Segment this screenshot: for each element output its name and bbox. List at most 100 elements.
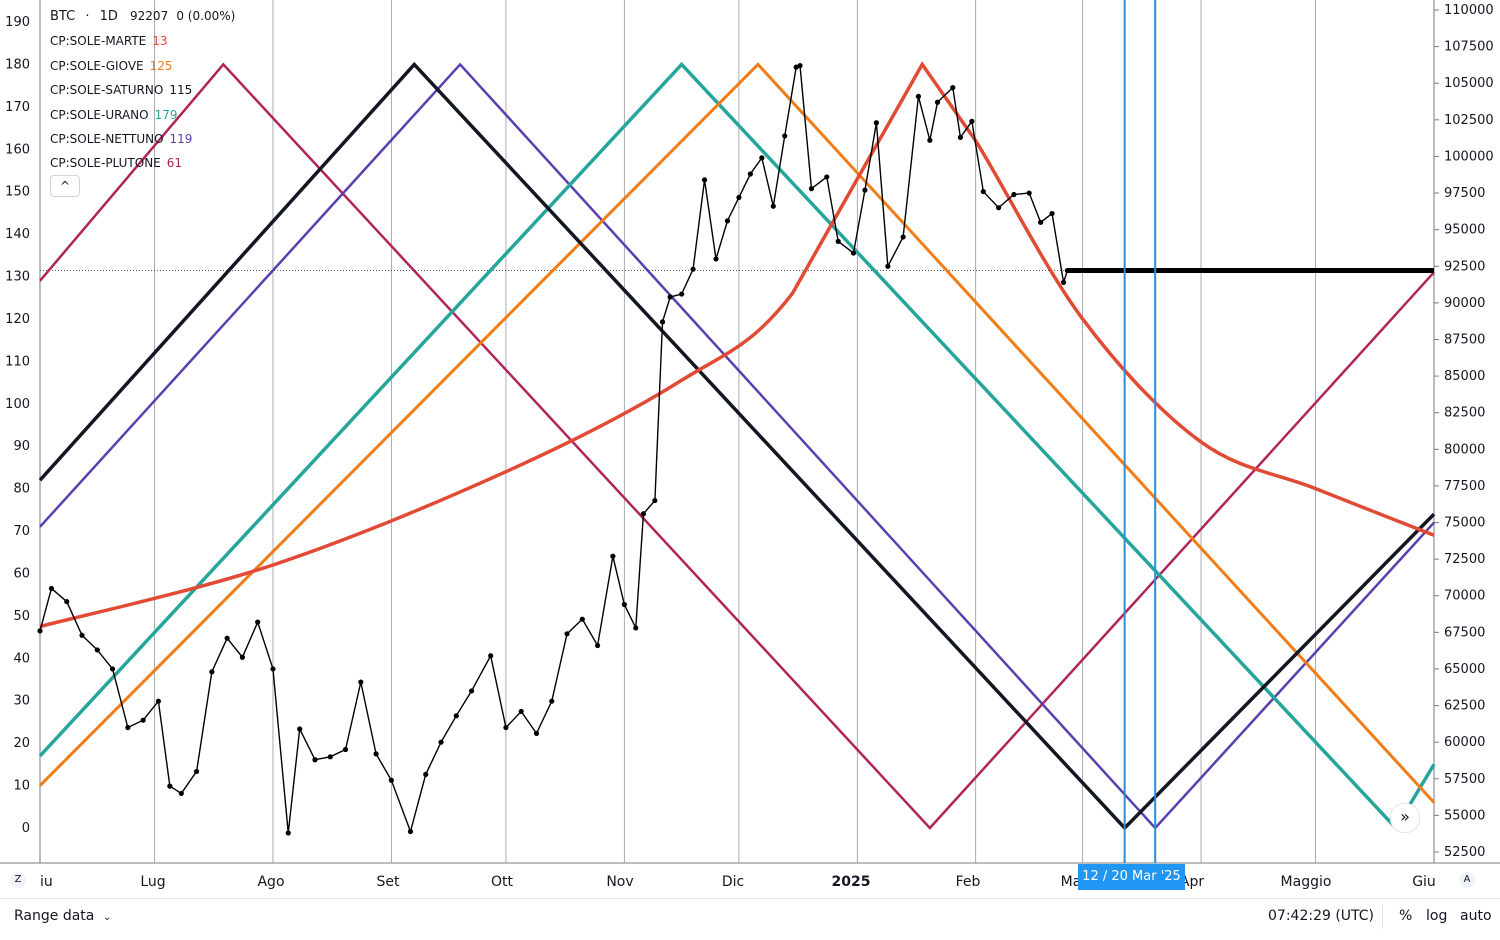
price-point <box>747 171 753 177</box>
left-axis-tick-label: 140 <box>5 227 30 242</box>
price-point <box>327 754 333 760</box>
price-point <box>94 647 100 653</box>
price-point <box>453 713 459 719</box>
right-axis-tick-label: 60000 <box>1444 735 1485 750</box>
time-axis-label: Set <box>377 874 401 890</box>
price-point <box>1049 210 1055 217</box>
crosshair-date-label: 12 / 20 Mar '25 <box>1078 864 1185 890</box>
double-chevron-right-icon[interactable]: » <box>1390 803 1420 833</box>
chevron-down-icon: ⌄ <box>102 912 112 923</box>
right-axis-tick-label: 87500 <box>1444 332 1485 347</box>
left-axis-tick-label: 10 <box>13 779 30 794</box>
legend-indicator-row[interactable]: CP:SOLE-MARTE 13 <box>50 29 235 53</box>
price-point <box>438 739 444 745</box>
right-axis-tick-label: 55000 <box>1444 808 1485 823</box>
left-axis-tick-label: 120 <box>5 312 30 327</box>
right-axis-tick-label: 97500 <box>1444 186 1485 201</box>
legend-indicator-row[interactable]: CP:SOLE-URANO 179 <box>50 103 235 127</box>
price-point <box>850 250 857 256</box>
chart-legend: BTC · 1D 92207 0 (0.00%) CP:SOLE-MARTE 13… <box>50 4 235 176</box>
time-axis-label: Ma <box>1061 874 1082 890</box>
price-point <box>285 830 291 836</box>
left-axis-tick-label: 50 <box>13 609 30 624</box>
auto-scale-toggle[interactable]: auto <box>1460 908 1492 924</box>
price-point <box>610 553 616 559</box>
price-point <box>155 698 161 704</box>
price-point <box>835 238 841 244</box>
right-axis-tick-label: 110000 <box>1444 3 1494 18</box>
price-point <box>770 203 776 209</box>
range-data-label: Range data <box>14 908 95 924</box>
right-axis-tick-label: 95000 <box>1444 223 1485 238</box>
cycle-line-giove <box>38 62 1436 804</box>
price-point <box>759 155 765 161</box>
legend-symbol: BTC <box>50 9 76 24</box>
price-point <box>297 726 303 732</box>
utc-clock[interactable]: 07:42:29 (UTC) <box>1268 908 1375 924</box>
price-point <box>125 724 131 731</box>
price-point <box>140 717 146 723</box>
a-button[interactable]: A <box>1459 872 1475 888</box>
price-point <box>533 730 540 736</box>
legend-indicator-row[interactable]: CP:SOLE-PLUTONE 61 <box>50 151 235 175</box>
left-axis-tick-label: 150 <box>5 185 30 200</box>
left-axis-tick-label: 40 <box>13 651 30 666</box>
left-axis-tick-label: 100 <box>5 397 30 412</box>
price-point <box>862 187 868 193</box>
price-point <box>996 205 1002 211</box>
left-axis-tick-label: 70 <box>13 524 30 539</box>
right-axis-tick-label: 90000 <box>1444 296 1485 311</box>
time-axis-label: Lug <box>140 874 165 890</box>
cycle-line-nettuno <box>39 62 1435 830</box>
percent-scale-toggle[interactable]: % <box>1399 908 1413 924</box>
price-point <box>690 266 696 272</box>
price-point <box>701 177 708 183</box>
legend-indicator-row[interactable]: CP:SOLE-NETTUNO 119 <box>50 127 235 151</box>
price-point <box>209 669 215 675</box>
time-axis-label: Apr <box>1180 874 1204 890</box>
bottom-toolbar: Range data ⌄ 07:42:29 (UTC) % log auto <box>0 898 1500 937</box>
legend-indicator-row[interactable]: CP:SOLE-SATURNO 115 <box>50 78 235 102</box>
log-scale-toggle[interactable]: log <box>1426 908 1448 924</box>
legend-dot: · <box>85 9 90 24</box>
time-axis-label: Nov <box>606 874 633 890</box>
legend-indicator-row[interactable]: CP:SOLE-GIOVE 125 <box>50 54 235 78</box>
range-data-button[interactable]: Range data ⌄ <box>14 908 111 924</box>
z-button[interactable]: Z <box>10 872 26 888</box>
right-axis-tick-label: 72500 <box>1444 552 1485 567</box>
price-point <box>549 698 555 704</box>
legend-symbol-row[interactable]: BTC · 1D 92207 0 (0.00%) <box>50 4 235 29</box>
price-point <box>885 263 891 269</box>
price-point <box>468 688 475 694</box>
price-point <box>312 757 318 763</box>
left-axis-tick-label: 160 <box>5 142 30 157</box>
price-point <box>423 771 429 777</box>
legend-indicator-name: CP:SOLE-GIOVE <box>50 58 144 73</box>
time-axis-label: iu <box>40 874 53 890</box>
price-point <box>915 93 922 99</box>
price-point <box>957 134 964 140</box>
price-point <box>518 708 524 715</box>
cycle-line-plutone <box>39 62 1435 830</box>
price-point <box>178 790 184 797</box>
legend-indicator-name: CP:SOLE-PLUTONE <box>50 156 161 171</box>
price-point <box>79 632 85 638</box>
legend-last-value: 92207 <box>130 9 169 23</box>
legend-indicator-value: 125 <box>149 58 173 73</box>
price-point <box>37 628 43 634</box>
price-point <box>980 188 986 195</box>
right-axis-tick-label: 80000 <box>1444 442 1485 457</box>
chevron-up-icon[interactable]: ^ <box>50 175 80 197</box>
price-point <box>969 118 975 124</box>
toolbar-divider <box>1382 905 1383 929</box>
right-axis-tick-label: 77500 <box>1444 479 1485 494</box>
price-point <box>1038 219 1044 225</box>
price-point <box>782 133 788 139</box>
price-point <box>595 642 601 649</box>
price-point <box>934 99 941 105</box>
price-point <box>797 63 803 69</box>
left-axis-tick-label: 130 <box>5 270 30 285</box>
price-point <box>270 666 276 672</box>
